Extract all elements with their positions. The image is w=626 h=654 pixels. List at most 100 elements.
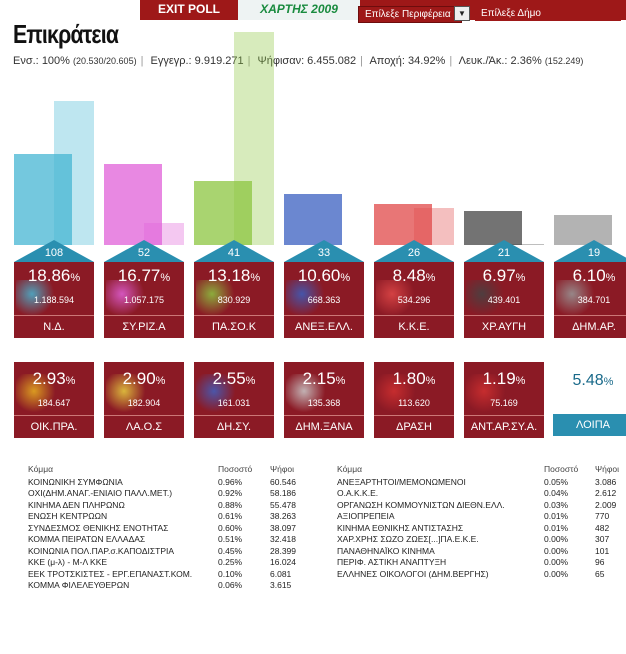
cell-votes: 55.478 <box>270 499 296 510</box>
seat-badge: 52 <box>104 240 184 262</box>
party-logo-icon <box>376 280 416 315</box>
cell-percent: 0.00% <box>544 568 569 579</box>
cell-percent: 0.01% <box>544 522 569 533</box>
registered-count: Εγγεγρ.: 9.919.271 <box>150 55 244 67</box>
cell-percent: 0.10% <box>218 568 243 579</box>
party-name: ΛΑ.Ο.Σ <box>104 415 184 438</box>
cell-party: ΧΑΡ.ΧΡΗΣ ΣΩΖΟ ΖΩΕΣ[...]ΠΑ.Ε.Κ.Ε. <box>337 534 479 545</box>
map-2009-tab[interactable]: ΧΑΡΤΗΣ 2009 <box>238 0 360 20</box>
blank-rate: Λευκ./Άκ.: 2.36% <box>458 55 542 67</box>
counted-detail: (20.530/20.605) <box>73 56 137 66</box>
chevron-down-icon[interactable]: ▼ <box>454 6 470 21</box>
party-card[interactable]: 8.48% 534.296 Κ.Κ.Ε. <box>374 262 454 338</box>
party-name: ΔΗΜ.ΞΑΝΑ <box>284 415 364 438</box>
party-name: Κ.Κ.Ε. <box>374 315 454 338</box>
others-name: ΛΟΙΠΑ <box>553 414 626 436</box>
seat-count: 108 <box>44 247 64 259</box>
party-card-small[interactable]: 2.15% 135.368 ΔΗΜ.ΞΑΝΑ <box>284 362 364 438</box>
seat-count: 26 <box>407 247 421 259</box>
minor-parties-table-left: Κόμμα Ποσοστό Ψήφοι ΚΟΙΝΩΝΙΚΗ ΣΥΜΦΩΝΙΑ 0.… <box>28 461 320 591</box>
party-logo-icon <box>196 280 236 315</box>
table-row: ΕΝΩΣΗ ΚΕΝΤΡΩΩΝ 0.61% 38.263 <box>28 511 320 523</box>
party-votes: 668.363 <box>307 295 341 305</box>
bar-current-6 <box>554 215 612 245</box>
cell-percent: 0.05% <box>544 476 569 487</box>
cell-percent: 0.04% <box>544 488 569 499</box>
abstention-rate: Αποχή: 34.92% <box>369 55 446 67</box>
party-percent: 18.86% <box>27 266 81 285</box>
table-row: ΧΑΡ.ΧΡΗΣ ΣΩΖΟ ΖΩΕΣ[...]ΠΑ.Ε.Κ.Ε. 0.00% 307 <box>337 534 625 546</box>
table-row: ΠΑΝΑΘΗΝΑΪΚΟ ΚΙΝΗΜΑ 0.00% 101 <box>337 545 625 557</box>
cell-percent: 0.06% <box>218 580 243 591</box>
party-name: ΔΗ.ΣΥ. <box>194 415 274 438</box>
party-votes: 439.401 <box>487 295 521 305</box>
party-votes: 75.169 <box>490 398 518 408</box>
party-percent: 2.93% <box>32 369 76 388</box>
col-percent: Ποσοστό <box>218 463 253 474</box>
region-select[interactable]: Επίλεξε Περιφέρεια <box>358 6 462 23</box>
seat-badge: 21 <box>464 240 544 262</box>
cell-party: ΠΑΝΑΘΗΝΑΪΚΟ ΚΙΝΗΜΑ <box>337 545 435 556</box>
cell-party: ΕΕΚ ΤΡΟΤΣΚΙΣΤΕΣ - ΕΡΓ.ΕΠΑΝΑΣΤ.ΚΟΜ. <box>28 568 193 579</box>
party-logo-icon <box>196 374 236 412</box>
seat-badge: 33 <box>284 240 364 262</box>
party-votes: 182.904 <box>127 398 161 408</box>
party-logo-icon <box>286 280 326 315</box>
seat-count: 41 <box>227 247 241 259</box>
municipality-select[interactable]: Επίλεξε Δήμο <box>475 6 621 21</box>
exit-poll-tab[interactable]: EXIT POLL <box>157 2 220 16</box>
bar-current-3 <box>284 193 342 245</box>
cell-party: ΑΞΙΟΠΡΕΠΕΙΑ <box>337 511 395 522</box>
party-logo-icon <box>376 374 416 412</box>
party-card[interactable]: 16.77% 1.057.175 ΣΥ.ΡΙΖ.Α <box>104 262 184 338</box>
table-row: ΟΡΓΑΝΩΣΗ ΚΟΜΜΟΥΝΙΣΤΩΝ ΔΙΕΘΝ.ΕΛΛ. 0.03% 2.0… <box>337 499 625 511</box>
table-row: Ο.Α.Κ.Κ.Ε. 0.04% 2.612 <box>337 488 625 500</box>
seat-badge: 108 <box>14 240 94 262</box>
party-votes: 184.647 <box>37 398 71 408</box>
bar-previous-5 <box>504 243 544 245</box>
cell-party: ΚΟΜΜΑ ΦΙΛΕΛΕΥΘΕΡΩΝ <box>28 580 130 591</box>
others-card[interactable]: 5.48% ΛΟΙΠΑ <box>553 362 626 438</box>
table-row: ΑΝΕΞΑΡΤΗΤΟΙ/ΜΕΜΟΝΩΜΕΝΟΙ 0.05% 3.086 <box>337 476 625 488</box>
table-row: ΟΧΙ(ΔΗΜ.ΑΝΑΓ.-ΕΝΙΑΙΟ ΠΑΛΛ.ΜΕΤ.) 0.92% 58.1… <box>28 488 320 500</box>
cell-votes: 28.399 <box>270 545 296 556</box>
table-row: ΑΞΙΟΠΡΕΠΕΙΑ 0.01% 770 <box>337 511 625 523</box>
party-logo-icon <box>106 374 146 412</box>
party-percent: 2.15% <box>302 369 346 388</box>
party-card[interactable]: 6.97% 439.401 ΧΡ.ΑΥΓΗ <box>464 262 544 338</box>
col-percent: Ποσοστό <box>544 463 579 474</box>
party-card-small[interactable]: 2.90% 182.904 ΛΑ.Ο.Σ <box>104 362 184 438</box>
party-votes: 113.620 <box>398 398 430 408</box>
cell-votes: 6.081 <box>270 568 292 579</box>
party-card-small[interactable]: 1.80% 113.620 ΔΡΑΣΗ <box>374 362 454 438</box>
party-logo-icon <box>466 280 506 315</box>
party-votes: 161.031 <box>217 398 251 408</box>
table-row: ΣΥΝΔΕΣΜΟΣ ΘΕΝΙΚΗΣ ΕΝΟΤΗΤΑΣ 0.60% 38.097 <box>28 522 320 534</box>
party-logo-icon <box>466 374 506 412</box>
others-percent: 5.48% <box>572 372 614 389</box>
party-card-small[interactable]: 1.19% 75.169 ΑΝΤ.ΑΡ.ΣΥ.Α. <box>464 362 544 438</box>
cell-votes: 770 <box>595 511 610 522</box>
party-name: ΔΗΜ.ΑΡ. <box>554 315 626 338</box>
party-name: ΔΡΑΣΗ <box>374 415 454 438</box>
party-card[interactable]: 18.86% 1.188.594 Ν.Δ. <box>14 262 94 338</box>
table-row: ΚΟΙΝΩΝΙΚΗ ΣΥΜΦΩΝΙΑ 0.96% 60.546 <box>28 476 320 488</box>
party-logo-icon <box>16 374 56 412</box>
cell-party: ΚΟΙΝΩΝΙΑ ΠΟΛ.ΠΑΡ.σ.ΚΑΠΟΔΙΣΤΡΙΑ <box>28 545 175 556</box>
party-card[interactable]: 13.18% 830.929 ΠΑ.ΣΟ.Κ <box>194 262 274 338</box>
cell-votes: 3.086 <box>595 476 617 487</box>
cell-party: ΚΙΝΗΜΑ ΕΘΝΙΚΗΣ ΑΝΤΙΣΤΑΣΗΣ <box>337 522 464 533</box>
cell-votes: 96 <box>595 557 605 568</box>
party-card-small[interactable]: 2.93% 184.647 ΟΙΚ.ΠΡΑ. <box>14 362 94 438</box>
cell-percent: 0.88% <box>218 499 243 510</box>
party-card-small[interactable]: 2.55% 161.031 ΔΗ.ΣΥ. <box>194 362 274 438</box>
party-card[interactable]: 6.10% 384.701 ΔΗΜ.ΑΡ. <box>554 262 626 338</box>
cell-votes: 3.615 <box>270 580 292 591</box>
party-votes: 830.929 <box>217 295 251 305</box>
party-card[interactable]: 10.60% 668.363 ΑΝΕΞ.ΕΛΛ. <box>284 262 364 338</box>
cell-party: ΕΛΛΗΝΕΣ ΟΙΚΟΛΟΓΟΙ (ΔΗΜ.ΒΕΡΓΗΣ) <box>337 568 489 579</box>
voted-count: Ψήφισαν: 6.455.082 <box>257 55 357 67</box>
blank-detail: (152.249) <box>544 56 584 66</box>
party-logo-icon <box>286 374 326 412</box>
cell-party: ΚΟΙΝΩΝΙΚΗ ΣΥΜΦΩΝΙΑ <box>28 476 123 487</box>
